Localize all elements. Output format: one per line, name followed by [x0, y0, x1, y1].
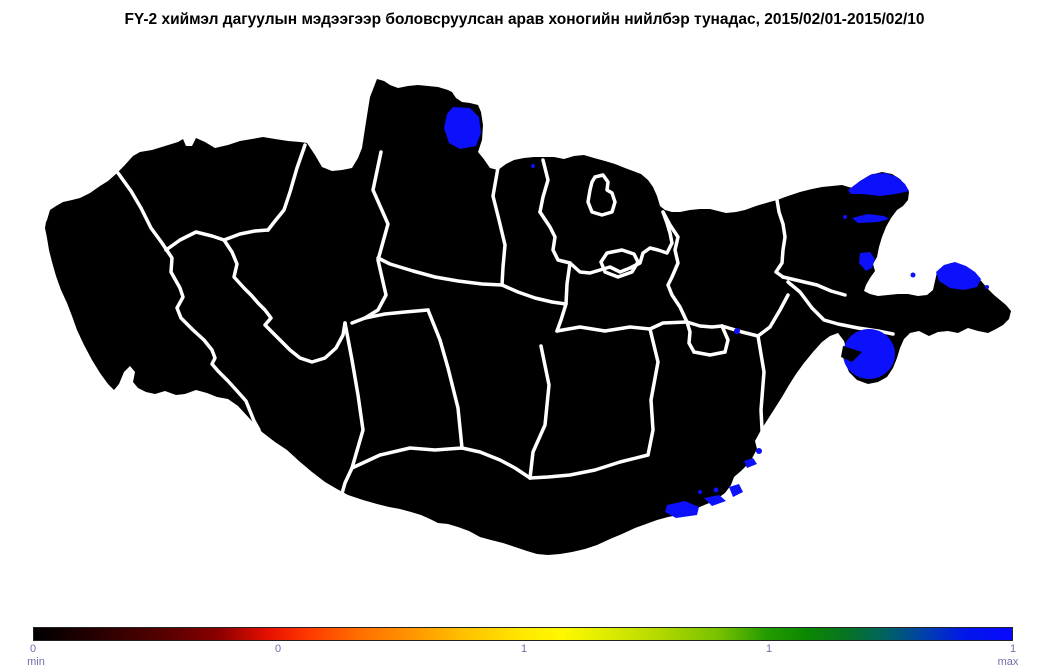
precipitation-patch-north — [444, 107, 481, 149]
precipitation-patch-east-blob — [843, 329, 895, 379]
east-blob-notch — [841, 346, 862, 362]
mongolia-outline — [45, 79, 1011, 555]
colorbar-tick-4: 1 — [1009, 643, 1017, 655]
precipitation-patch-southeast-1 — [665, 501, 699, 518]
precipitation-patch-southeast-2 — [704, 495, 726, 506]
precipitation-patch-southeast-4 — [744, 458, 757, 468]
precipitation-patches — [444, 107, 989, 518]
colorbar-tick-3: 1 — [765, 643, 773, 655]
precipitation-patch-southeast-3 — [729, 484, 743, 497]
colorbar-tick-2: 1 — [520, 643, 528, 655]
colorbar-min-label: min — [27, 656, 45, 668]
enclave-border-darkhan — [586, 173, 617, 217]
colorbar-max-label: max — [997, 656, 1019, 668]
precipitation-patch-east-small — [859, 252, 875, 271]
enclave-border-orkhon — [599, 248, 640, 279]
precipitation-patch-east-streak — [852, 214, 889, 223]
precipitation-patch-buir — [936, 262, 981, 290]
page-title: FY-2 хиймэл дагуулын мэдээгээр боловсруу… — [124, 11, 925, 28]
colorbar-tick-1: 0 — [274, 643, 282, 655]
colorbar-tick-0: 0 — [29, 643, 37, 655]
colorbar-gradient — [33, 627, 1013, 641]
province-borders — [116, 143, 895, 499]
precipitation-patch-northeast — [848, 173, 909, 196]
